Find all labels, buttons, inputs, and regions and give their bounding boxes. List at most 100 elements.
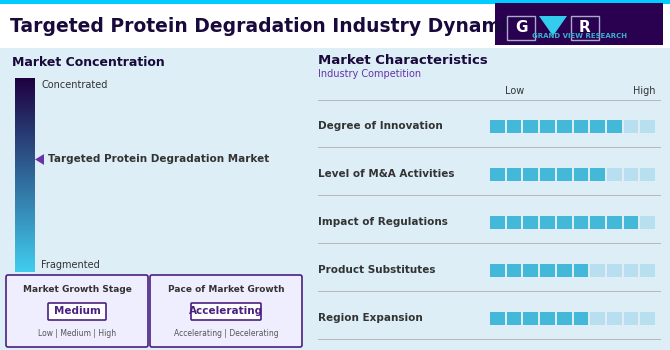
- Bar: [15, 209, 35, 210]
- Bar: [15, 134, 35, 135]
- Bar: [15, 268, 35, 269]
- Bar: [15, 208, 35, 209]
- Text: R: R: [579, 20, 591, 35]
- Bar: [15, 249, 35, 250]
- Bar: [15, 86, 35, 87]
- Bar: [15, 158, 35, 159]
- Bar: [15, 225, 35, 226]
- Bar: [15, 226, 35, 227]
- Bar: [607, 216, 622, 229]
- Bar: [15, 244, 35, 245]
- Bar: [641, 168, 655, 181]
- Bar: [507, 312, 521, 324]
- Bar: [15, 144, 35, 145]
- Bar: [15, 79, 35, 80]
- Bar: [540, 312, 555, 324]
- Bar: [15, 181, 35, 182]
- Bar: [15, 210, 35, 211]
- Bar: [15, 200, 35, 201]
- Bar: [15, 116, 35, 117]
- Bar: [641, 312, 655, 324]
- Bar: [15, 89, 35, 90]
- Bar: [507, 16, 535, 40]
- Bar: [15, 81, 35, 82]
- Text: High: High: [632, 86, 655, 96]
- Bar: [557, 216, 572, 229]
- Bar: [15, 270, 35, 271]
- Bar: [15, 245, 35, 246]
- Bar: [15, 165, 35, 166]
- Bar: [574, 119, 588, 133]
- Bar: [507, 216, 521, 229]
- Bar: [557, 119, 572, 133]
- Bar: [15, 130, 35, 131]
- Bar: [15, 164, 35, 165]
- Bar: [15, 189, 35, 190]
- Bar: [507, 119, 521, 133]
- Bar: [15, 156, 35, 157]
- Bar: [624, 168, 639, 181]
- Bar: [15, 221, 35, 222]
- Bar: [15, 167, 35, 168]
- Bar: [15, 216, 35, 217]
- Bar: [15, 240, 35, 241]
- Bar: [15, 140, 35, 141]
- FancyBboxPatch shape: [150, 275, 302, 347]
- Bar: [15, 179, 35, 180]
- Bar: [15, 85, 35, 86]
- Bar: [15, 248, 35, 249]
- Bar: [540, 168, 555, 181]
- Bar: [15, 203, 35, 204]
- Bar: [607, 168, 622, 181]
- Bar: [15, 239, 35, 240]
- Bar: [15, 107, 35, 108]
- FancyBboxPatch shape: [191, 303, 261, 320]
- Bar: [15, 250, 35, 251]
- Bar: [15, 136, 35, 137]
- Bar: [15, 126, 35, 127]
- Bar: [15, 129, 35, 130]
- Bar: [557, 264, 572, 276]
- Bar: [15, 247, 35, 248]
- Bar: [0, 0, 670, 48]
- Text: Region Expansion: Region Expansion: [318, 313, 423, 323]
- Bar: [0, 0, 670, 4]
- Bar: [15, 246, 35, 247]
- Bar: [15, 80, 35, 81]
- Bar: [15, 219, 35, 220]
- Bar: [15, 254, 35, 256]
- FancyBboxPatch shape: [48, 303, 106, 320]
- Bar: [574, 312, 588, 324]
- Bar: [15, 212, 35, 213]
- Text: Accelerating | Decelerating: Accelerating | Decelerating: [174, 329, 278, 338]
- Bar: [15, 236, 35, 237]
- Bar: [15, 113, 35, 114]
- Bar: [15, 184, 35, 185]
- Bar: [624, 216, 639, 229]
- Bar: [571, 16, 599, 40]
- Bar: [540, 264, 555, 276]
- Bar: [624, 312, 639, 324]
- Bar: [15, 178, 35, 179]
- Bar: [590, 264, 605, 276]
- Bar: [15, 152, 35, 153]
- Bar: [15, 260, 35, 261]
- Bar: [540, 216, 555, 229]
- Bar: [15, 87, 35, 88]
- Bar: [15, 91, 35, 92]
- Bar: [15, 128, 35, 129]
- Bar: [15, 180, 35, 181]
- Text: Level of M&A Activities: Level of M&A Activities: [318, 169, 454, 179]
- Bar: [641, 264, 655, 276]
- Bar: [15, 117, 35, 118]
- Bar: [15, 103, 35, 104]
- Bar: [15, 271, 35, 272]
- Bar: [15, 220, 35, 221]
- Bar: [15, 193, 35, 194]
- Bar: [15, 94, 35, 96]
- Bar: [15, 237, 35, 238]
- Bar: [590, 312, 605, 324]
- Text: Pace of Market Growth: Pace of Market Growth: [168, 285, 284, 294]
- Bar: [15, 205, 35, 206]
- Text: GRAND VIEW RESEARCH: GRAND VIEW RESEARCH: [531, 33, 626, 39]
